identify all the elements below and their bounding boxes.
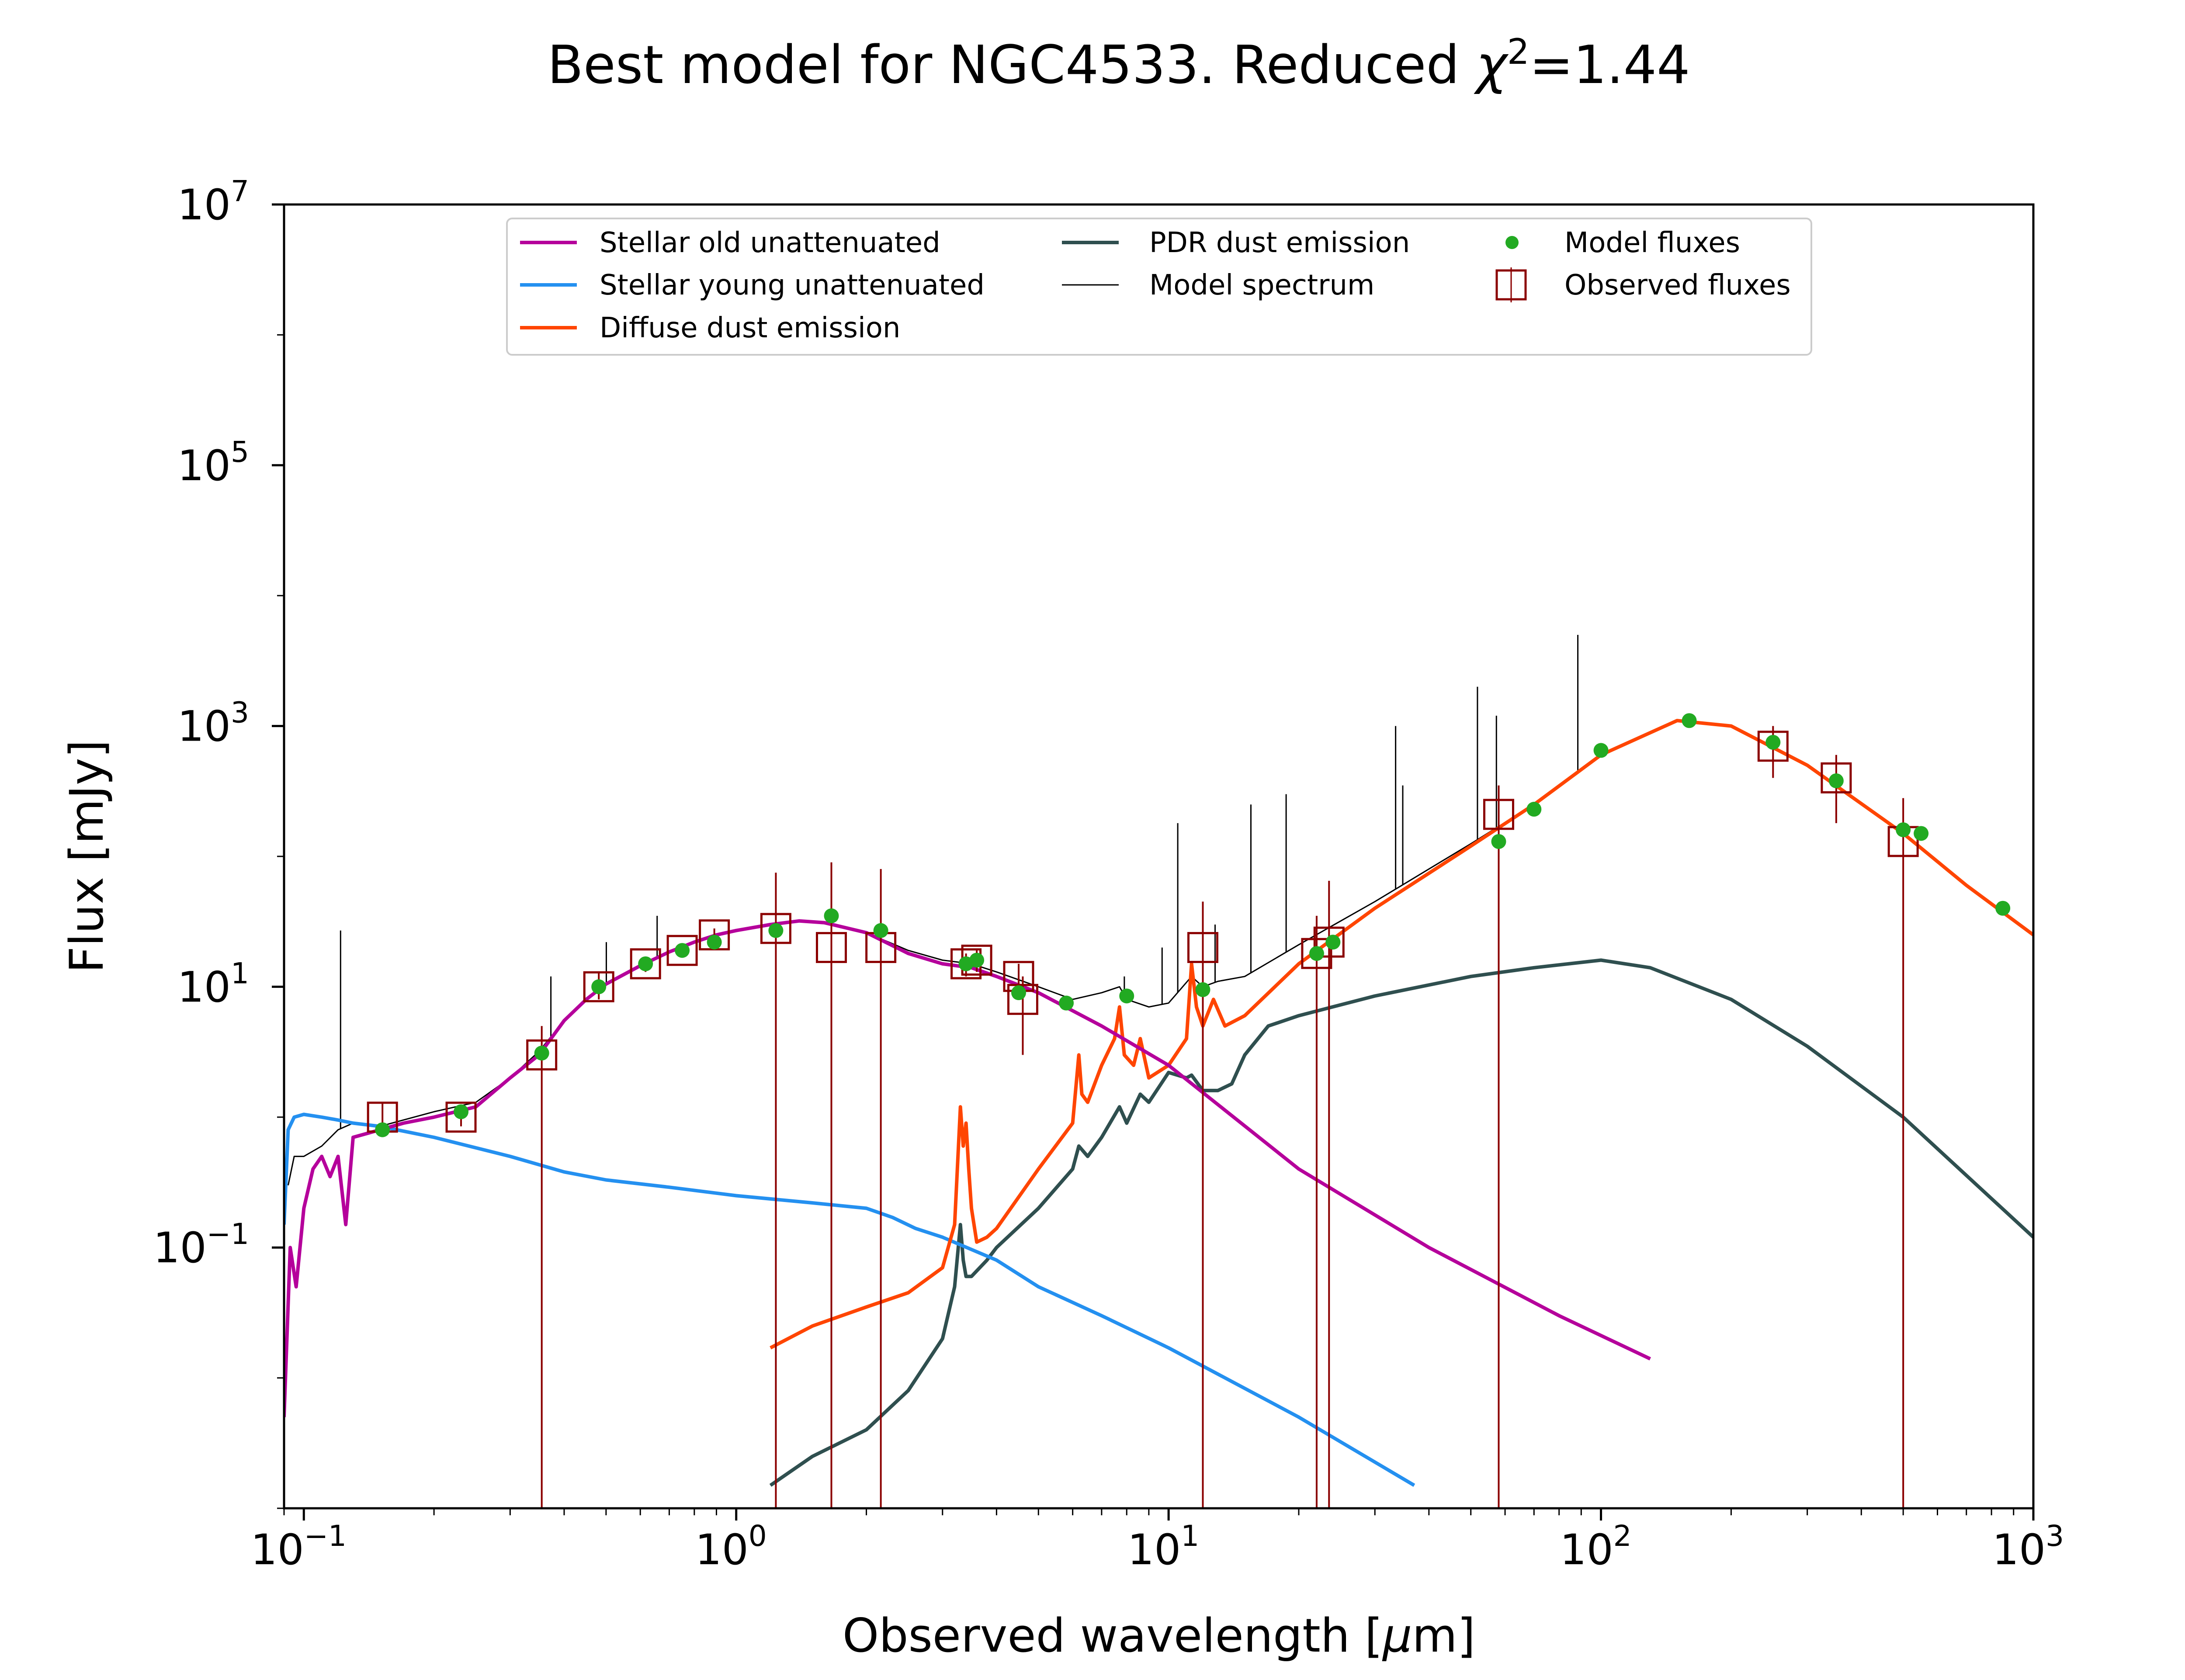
legend-old-label: Stellar old unattenuated: [600, 227, 940, 259]
y-tick-label-1: 101: [177, 956, 249, 1011]
model-flux-point-21: [1682, 713, 1697, 728]
model-flux-point-13: [1059, 995, 1074, 1011]
y-tick-label-3: 105: [177, 435, 249, 490]
model-flux-point-3: [591, 979, 607, 994]
x-tick-label-2: 101: [1127, 1519, 1199, 1574]
model-flux-point-0: [375, 1122, 390, 1137]
observed-flux-marker-8: [815, 932, 847, 963]
x-tick-label-1: 100: [695, 1519, 767, 1574]
observed-flux-marker-19: [1821, 762, 1852, 793]
observed-flux-marker-18: [1757, 731, 1789, 762]
model-flux-point-24: [1896, 822, 1911, 838]
legend-observed-label: Observed fluxes: [1564, 269, 1791, 301]
legend-pdr-label: PDR dust emission: [1149, 227, 1410, 259]
legend: Stellar old unattenuated Stellar young u…: [506, 218, 1812, 356]
model-flux-point-11: [969, 953, 985, 968]
model-flux-point-25: [1914, 826, 1929, 841]
legend-model-fluxes-swatch: [1505, 236, 1519, 249]
y-tick-label-2: 103: [177, 696, 249, 751]
model-flux-point-19: [1526, 802, 1542, 817]
model-flux-point-20: [1593, 743, 1609, 758]
observed-flux-marker-16: [1313, 926, 1345, 958]
y-axis-label: Flux [mJy]: [60, 740, 114, 973]
x-tick-label-4: 103: [1992, 1519, 2064, 1574]
model-flux-point-4: [638, 956, 653, 971]
plot-area: [284, 635, 2033, 1508]
axes-frame: [283, 203, 2035, 1510]
model-flux-point-17: [1325, 935, 1341, 950]
legend-diffuse-label: Diffuse dust emission: [600, 312, 900, 344]
observed-flux-marker-7: [760, 913, 791, 944]
chart-title: Best model for NGC4533. Reduced χ2=1.44: [548, 31, 1690, 96]
series-line-young: [284, 1112, 1415, 1487]
model-flux-point-6: [707, 935, 722, 950]
model-flux-point-5: [675, 943, 690, 958]
model-flux-point-26: [1995, 901, 2011, 916]
model-flux-point-14: [1119, 988, 1134, 1004]
x-tick-label-0: 10−1: [251, 1519, 347, 1574]
model-flux-point-22: [1765, 734, 1781, 750]
legend-model-fluxes-label: Model fluxes: [1564, 227, 1740, 259]
model-flux-point-23: [1828, 773, 1844, 788]
observed-flux-marker-3: [583, 971, 614, 1002]
y-tick-label-0: 10−1: [153, 1217, 249, 1272]
model-flux-point-16: [1309, 946, 1324, 961]
observed-flux-marker-1: [445, 1102, 477, 1133]
model-flux-point-12: [1011, 985, 1027, 1001]
observed-flux-marker-4: [630, 948, 661, 980]
model-flux-point-1: [454, 1104, 469, 1119]
series-line-pdr: [769, 958, 2033, 1487]
model-flux-point-2: [534, 1046, 549, 1061]
x-axis-label: Observed wavelength [μm]: [843, 1609, 1475, 1663]
legend-young-label: Stellar young unattenuated: [600, 269, 985, 301]
axis-ticks: 10−1 100 101 102 103 10−1 101 103 105 107: [153, 174, 2064, 1574]
x-tick-label-3: 102: [1560, 1519, 1631, 1574]
model-flux-point-7: [768, 923, 784, 938]
observed-flux-marker-13: [1007, 984, 1038, 1015]
model-flux-point-9: [873, 923, 888, 938]
observed-flux-marker-5: [666, 935, 698, 966]
observed-flux-marker-14: [1187, 932, 1218, 963]
model-flux-point-8: [824, 908, 839, 924]
model-flux-point-15: [1195, 982, 1210, 998]
y-tick-label-4: 107: [177, 174, 249, 229]
observed-flux-marker-15: [1301, 938, 1332, 969]
observed-flux-marker-17: [1483, 799, 1514, 830]
legend-spectrum-label: Model spectrum: [1149, 269, 1374, 301]
observed-flux-marker-2: [526, 1039, 558, 1070]
model-flux-point-18: [1491, 834, 1506, 849]
legend-box: [506, 218, 1812, 356]
